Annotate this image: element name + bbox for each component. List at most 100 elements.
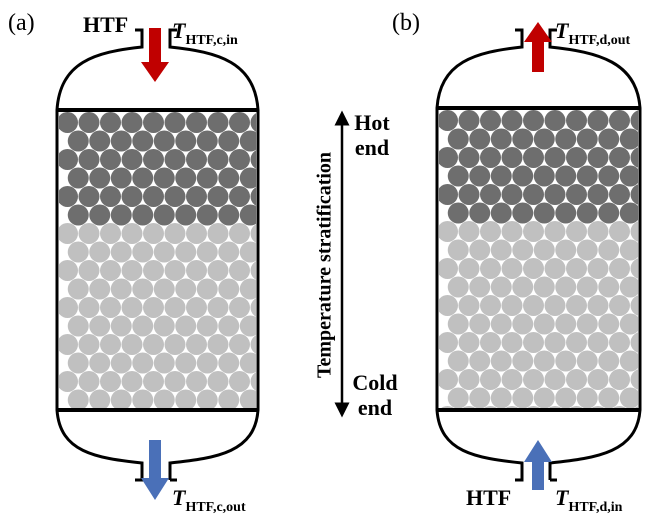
particle	[577, 351, 598, 372]
particle	[57, 112, 78, 133]
particle	[523, 369, 544, 390]
particle	[165, 186, 186, 207]
outflow-arrow-b	[524, 22, 552, 72]
particle	[512, 351, 533, 372]
particle	[68, 316, 89, 337]
particle	[111, 316, 132, 337]
particle	[577, 166, 598, 187]
particle	[79, 223, 100, 244]
particle	[100, 112, 121, 133]
particle	[609, 147, 630, 168]
particle	[448, 166, 469, 187]
particle	[534, 166, 555, 187]
particle	[620, 129, 641, 150]
particle	[555, 314, 576, 335]
particle	[502, 332, 523, 353]
particle	[57, 223, 78, 244]
particle	[175, 353, 196, 374]
subscript: HTF,c,out	[185, 500, 245, 515]
particle	[598, 203, 619, 224]
particle	[111, 353, 132, 374]
particle	[588, 147, 609, 168]
particle	[154, 353, 175, 374]
inflow-arrow-a	[141, 28, 169, 82]
particle	[197, 205, 218, 226]
particle	[609, 295, 630, 316]
particle	[175, 242, 196, 263]
particle	[143, 334, 164, 355]
particle	[437, 258, 458, 279]
particle	[186, 371, 207, 392]
particle	[588, 258, 609, 279]
particle	[143, 223, 164, 244]
particle	[437, 147, 458, 168]
particle	[100, 186, 121, 207]
particle	[165, 149, 186, 170]
particle	[566, 110, 587, 131]
particle	[143, 186, 164, 207]
particle	[208, 223, 229, 244]
particle	[175, 131, 196, 152]
particle	[251, 334, 272, 355]
particle	[143, 297, 164, 318]
particle	[534, 277, 555, 298]
particle	[502, 295, 523, 316]
particle	[588, 369, 609, 390]
particle	[502, 369, 523, 390]
particle	[620, 166, 641, 187]
outflow-arrow-a	[141, 440, 169, 500]
particle	[208, 297, 229, 318]
particle	[197, 353, 218, 374]
particle	[545, 147, 566, 168]
particle	[523, 258, 544, 279]
particle	[197, 316, 218, 337]
particle	[620, 203, 641, 224]
particle	[555, 240, 576, 261]
particle	[122, 186, 143, 207]
particle	[165, 112, 186, 133]
particle	[100, 149, 121, 170]
particle	[534, 388, 555, 409]
particle	[534, 351, 555, 372]
particle	[251, 186, 272, 207]
particle	[620, 388, 641, 409]
particle	[502, 184, 523, 205]
particle	[480, 332, 501, 353]
particle	[545, 184, 566, 205]
particle	[469, 166, 490, 187]
particle	[555, 166, 576, 187]
particle	[186, 334, 207, 355]
particle	[620, 314, 641, 335]
particle	[437, 184, 458, 205]
diagram: Temperature stratification Hot end Cold …	[0, 0, 660, 520]
particle	[132, 316, 153, 337]
particle	[448, 388, 469, 409]
particle	[208, 186, 229, 207]
particle	[218, 390, 239, 411]
particle	[598, 129, 619, 150]
particle	[57, 260, 78, 281]
temperature-label: THTF,c,in	[172, 18, 238, 48]
particle	[598, 277, 619, 298]
particle	[111, 168, 132, 189]
particle	[154, 205, 175, 226]
particle	[459, 221, 480, 242]
particle	[68, 168, 89, 189]
particle	[89, 353, 110, 374]
particle	[229, 149, 250, 170]
particle	[598, 314, 619, 335]
particle	[566, 147, 587, 168]
particle	[165, 223, 186, 244]
particle	[448, 314, 469, 335]
particle	[620, 351, 641, 372]
particle	[512, 203, 533, 224]
particle	[545, 110, 566, 131]
particle	[165, 371, 186, 392]
particle	[437, 332, 458, 353]
particle	[566, 369, 587, 390]
particle	[186, 149, 207, 170]
particle	[57, 149, 78, 170]
particle	[186, 223, 207, 244]
particle	[100, 260, 121, 281]
particle	[523, 147, 544, 168]
